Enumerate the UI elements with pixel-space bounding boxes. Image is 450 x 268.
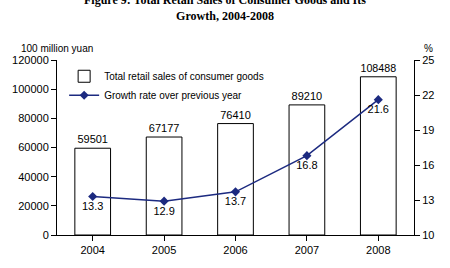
svg-text:2008: 2008 <box>366 244 390 256</box>
svg-text:60000: 60000 <box>18 141 49 153</box>
svg-text:12.9: 12.9 <box>153 205 174 217</box>
svg-text:108488: 108488 <box>360 62 396 74</box>
svg-text:13.3: 13.3 <box>82 200 103 212</box>
svg-text:13: 13 <box>422 194 434 206</box>
svg-text:25: 25 <box>422 54 434 66</box>
svg-text:%: % <box>424 43 433 54</box>
svg-text:2007: 2007 <box>295 244 319 256</box>
svg-text:2004: 2004 <box>80 244 104 256</box>
svg-text:13.7: 13.7 <box>225 195 246 207</box>
svg-text:16: 16 <box>422 159 434 171</box>
svg-text:59501: 59501 <box>77 133 108 145</box>
svg-text:22: 22 <box>422 89 434 101</box>
svg-text:67177: 67177 <box>149 122 180 134</box>
svg-text:20000: 20000 <box>18 200 49 212</box>
svg-text:80000: 80000 <box>18 112 49 124</box>
svg-text:16.8: 16.8 <box>296 159 317 171</box>
svg-text:40000: 40000 <box>18 171 49 183</box>
svg-text:Growth rate over previous year: Growth rate over previous year <box>104 90 242 101</box>
svg-text:10: 10 <box>422 229 434 241</box>
svg-text:Figure 9: Total Retail Sales o: Figure 9: Total Retail Sales of Consumer… <box>84 0 366 23</box>
svg-text:21.6: 21.6 <box>368 103 389 115</box>
svg-text:76410: 76410 <box>220 109 251 121</box>
svg-text:100 million yuan: 100 million yuan <box>21 43 93 54</box>
svg-text:89210: 89210 <box>292 90 323 102</box>
svg-text:0: 0 <box>43 229 49 241</box>
svg-text:100000: 100000 <box>12 83 49 95</box>
svg-text:2005: 2005 <box>152 244 176 256</box>
svg-text:120000: 120000 <box>12 54 49 66</box>
svg-text:19: 19 <box>422 124 434 136</box>
svg-text:Total retail sales of consumer: Total retail sales of consumer goods <box>104 71 264 82</box>
svg-text:2006: 2006 <box>223 244 247 256</box>
